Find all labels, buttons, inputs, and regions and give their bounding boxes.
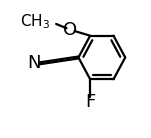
Text: F: F [85,93,95,111]
Text: N: N [27,54,41,72]
Text: CH$_3$: CH$_3$ [20,12,50,31]
Text: O: O [63,21,78,39]
